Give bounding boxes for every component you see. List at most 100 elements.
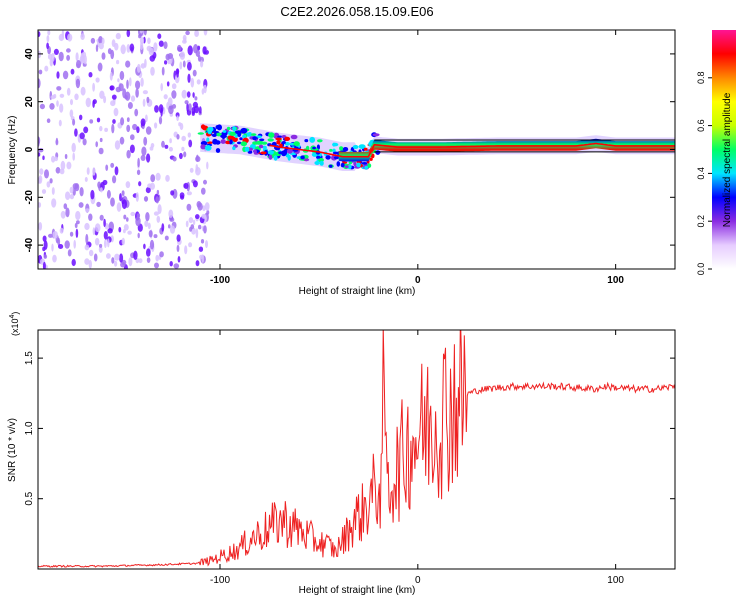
noise-blob [114, 166, 119, 176]
band-speckle [344, 165, 349, 169]
band-speckle [277, 135, 283, 138]
noise-blob [166, 81, 170, 87]
snr-scale-label: (x10 [10, 318, 20, 336]
noise-blob [127, 230, 132, 235]
noise-blob [168, 146, 173, 152]
noise-blob [63, 203, 68, 210]
noise-blob [126, 217, 129, 222]
band-speckle [253, 149, 257, 155]
band-speckle [229, 139, 233, 144]
noise-blob [128, 257, 133, 267]
band-speckle [314, 161, 320, 165]
noise-blob [169, 217, 175, 222]
spectrogram-y-tick-label: -20 [24, 190, 35, 205]
noise-blob [84, 177, 88, 182]
noise-blob [164, 235, 169, 241]
noise-blob [75, 228, 79, 238]
noise-blob [183, 151, 187, 158]
noise-blob [110, 49, 115, 60]
noise-blob [99, 125, 103, 132]
noise-blob [160, 107, 163, 117]
noise-blob [145, 126, 152, 135]
noise-blob [169, 138, 172, 144]
noise-blob [51, 198, 57, 208]
noise-blob [130, 211, 136, 217]
band-speckle [329, 148, 333, 152]
noise-blob [75, 78, 81, 89]
noise-blob [153, 211, 159, 216]
noise-blob [150, 174, 156, 183]
band-speckle [293, 141, 300, 147]
band-speckle [340, 162, 345, 168]
noise-blob [120, 117, 125, 126]
noise-blob [149, 239, 155, 250]
noise-blob [113, 107, 119, 117]
spectrogram-noise-region [38, 30, 210, 269]
noise-blob [156, 189, 160, 195]
noise-blob [48, 233, 53, 238]
noise-blob [70, 99, 73, 106]
band-speckle [328, 164, 333, 168]
snr-y-ticks: 0.5 1.0 1.5 [24, 351, 675, 506]
noise-blob [39, 103, 46, 110]
noise-blob [201, 88, 205, 95]
noise-blob [143, 243, 146, 250]
noise-blob [195, 260, 200, 267]
noise-blob [44, 169, 49, 179]
noise-blob [84, 244, 90, 251]
band-speckle [276, 140, 281, 145]
noise-blob [133, 250, 138, 260]
noise-blob [72, 152, 75, 161]
noise-blob [129, 43, 135, 52]
noise-blob [206, 210, 210, 215]
noise-blob [76, 60, 81, 69]
noise-blob [111, 94, 117, 100]
noise-blob [199, 254, 204, 260]
noise-blob [126, 44, 131, 53]
band-speckle [268, 132, 275, 138]
noise-blob [75, 52, 79, 62]
noise-blob [176, 244, 180, 252]
band-speckle [222, 130, 227, 133]
noise-blob [66, 87, 71, 96]
noise-blob [123, 224, 129, 231]
noise-blob [187, 132, 191, 138]
noise-blob [66, 48, 71, 53]
noise-blob [192, 69, 197, 77]
noise-blob [179, 51, 186, 60]
noise-blob [173, 263, 180, 269]
noise-blob [121, 237, 126, 246]
band-speckle [367, 163, 372, 168]
noise-blob [46, 181, 51, 188]
noise-blob [183, 182, 189, 189]
noise-blob [165, 174, 170, 182]
noise-blob [67, 33, 73, 42]
noise-blob [176, 234, 181, 242]
noise-blob [38, 78, 41, 89]
noise-blob [70, 68, 75, 75]
band-speckle [215, 148, 221, 153]
noise-blob [181, 135, 186, 142]
band-speckle [287, 154, 291, 161]
noise-blob [190, 224, 195, 230]
band-speckle [317, 139, 323, 143]
noise-blob [169, 225, 176, 234]
band-speckle [221, 134, 226, 140]
noise-blob [203, 179, 207, 185]
noise-blob [184, 100, 189, 105]
noise-blob [99, 90, 105, 100]
noise-blob [134, 108, 139, 117]
noise-blob [94, 237, 100, 246]
noise-blob [89, 119, 94, 124]
colorbar-tick-label: 0.6 [696, 119, 706, 132]
band-speckle [261, 141, 268, 145]
snr-scale-exponent: 4 [9, 314, 16, 318]
noise-blob [202, 205, 206, 212]
spectrogram-x-tick-label: -100 [210, 275, 230, 286]
noise-blob [188, 103, 192, 111]
noise-blob [99, 214, 104, 221]
band-speckle [259, 138, 265, 142]
noise-blob [181, 89, 187, 99]
band-speckle [347, 164, 352, 170]
noise-blob [185, 30, 190, 36]
